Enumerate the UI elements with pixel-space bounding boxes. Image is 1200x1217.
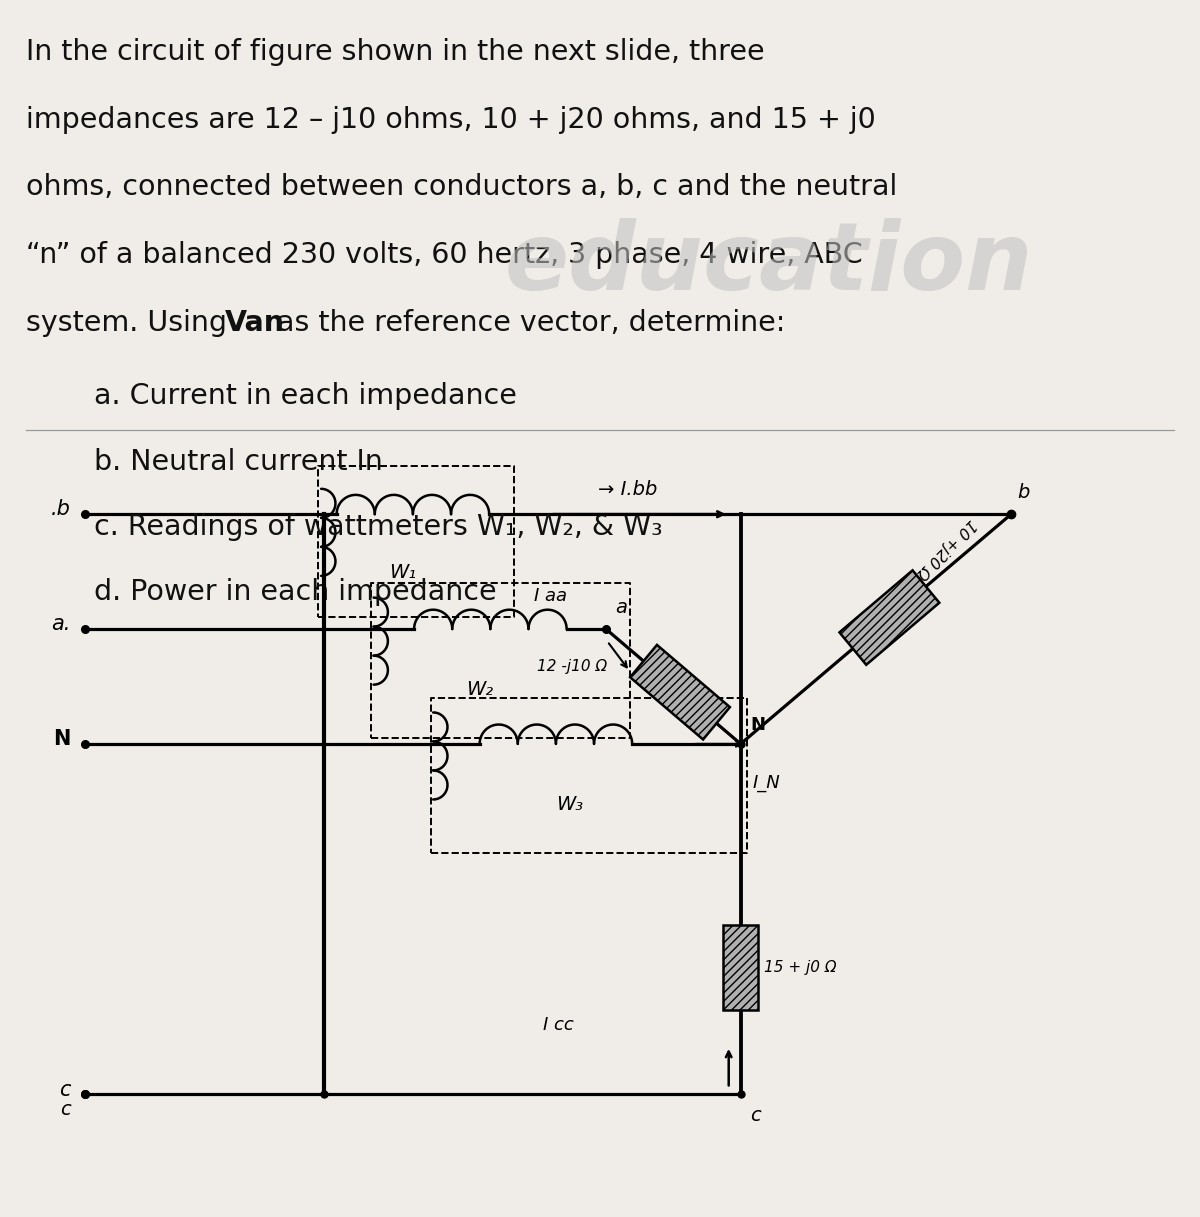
- Text: b: b: [1018, 483, 1030, 503]
- Text: 10 +j20 Ω: 10 +j20 Ω: [913, 516, 979, 582]
- Text: a.: a.: [52, 615, 71, 634]
- Text: I aa: I aa: [534, 587, 568, 605]
- Text: c. Readings of wattmeters W₁, W₂, & W₃: c. Readings of wattmeters W₁, W₂, & W₃: [67, 514, 662, 542]
- Text: Van: Van: [224, 309, 284, 337]
- Text: In the circuit of figure shown in the next slide, three: In the circuit of figure shown in the ne…: [25, 38, 764, 66]
- Text: c: c: [750, 1106, 761, 1126]
- Text: a: a: [616, 598, 628, 617]
- Text: W₂: W₂: [467, 680, 493, 699]
- Text: 15 + j0 Ω: 15 + j0 Ω: [764, 960, 836, 975]
- Text: a. Current in each impedance: a. Current in each impedance: [67, 382, 517, 410]
- Text: b. Neutral current In: b. Neutral current In: [67, 448, 383, 476]
- Text: “n” of a balanced 230 volts, 60 hertz, 3 phase, 4 wire, ABC: “n” of a balanced 230 volts, 60 hertz, 3…: [25, 241, 863, 269]
- Text: d. Power in each impedance: d. Power in each impedance: [67, 578, 497, 606]
- Text: → I.bb: → I.bb: [598, 479, 656, 499]
- Text: W₁: W₁: [389, 562, 416, 582]
- Text: 12 -j10 Ω: 12 -j10 Ω: [538, 660, 607, 674]
- Text: c: c: [60, 1079, 71, 1099]
- Text: N: N: [750, 716, 766, 734]
- Text: system. Using: system. Using: [25, 309, 235, 337]
- Text: .b: .b: [52, 499, 71, 520]
- Text: education: education: [505, 218, 1033, 310]
- Text: ohms, connected between conductors a, b, c and the neutral: ohms, connected between conductors a, b,…: [25, 173, 896, 201]
- Text: I_N: I_N: [752, 774, 780, 792]
- Polygon shape: [630, 645, 730, 740]
- Text: as the reference vector, determine:: as the reference vector, determine:: [268, 309, 785, 337]
- Polygon shape: [722, 925, 758, 1010]
- Text: c: c: [60, 1100, 71, 1120]
- Text: W₃: W₃: [556, 795, 583, 814]
- Text: N: N: [54, 729, 71, 748]
- Text: impedances are 12 – j10 ohms, 10 + j20 ohms, and 15 + j0: impedances are 12 – j10 ohms, 10 + j20 o…: [25, 106, 875, 134]
- Polygon shape: [840, 571, 940, 664]
- Text: I cc: I cc: [542, 1016, 574, 1034]
